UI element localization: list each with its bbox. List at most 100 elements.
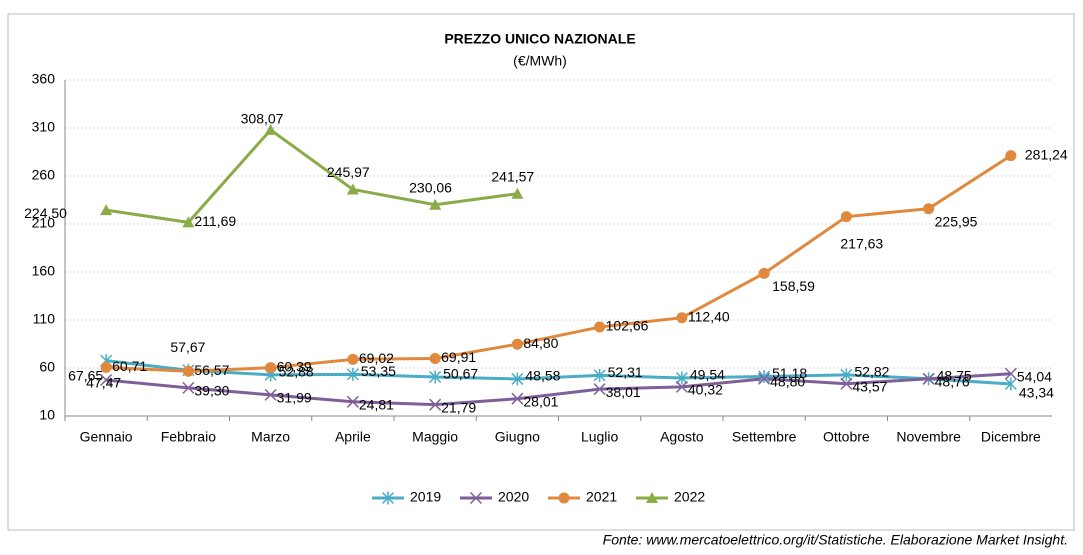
- data-label: 69,91: [441, 349, 476, 365]
- data-label: 50,67: [443, 366, 478, 382]
- marker: [511, 372, 524, 386]
- data-label: 48,58: [525, 368, 560, 384]
- marker: [100, 361, 112, 373]
- x-tick-label: Aprile: [335, 429, 371, 445]
- data-label: 56,57: [194, 362, 229, 378]
- x-tick-label: Febbraio: [161, 429, 216, 445]
- marker: [429, 198, 442, 210]
- data-label: 47,47: [86, 375, 121, 391]
- y-tick-label: 310: [32, 119, 56, 135]
- x-tick-label: Dicembre: [981, 429, 1041, 445]
- marker: [511, 392, 524, 405]
- series-line: [106, 154, 1012, 373]
- x-tick-label: Gennaio: [80, 429, 133, 445]
- data-label: 217,63: [840, 235, 883, 251]
- data-label: 21,79: [441, 399, 476, 415]
- data-label: 225,95: [935, 213, 978, 229]
- series-line: [105, 372, 1011, 407]
- marker: [758, 369, 771, 383]
- y-tick-label: 210: [32, 215, 56, 231]
- data-label: 158,59: [772, 278, 815, 294]
- marker: [264, 123, 277, 135]
- marker: [429, 370, 442, 384]
- data-label: 38,01: [606, 384, 641, 400]
- data-label: 60,71: [112, 358, 147, 374]
- marker: [347, 353, 359, 365]
- data-label: 230,06: [409, 179, 452, 195]
- y-tick-label: 260: [32, 167, 56, 183]
- x-tick-label: Maggio: [412, 429, 458, 445]
- marker: [758, 372, 771, 385]
- data-label: 57,67: [170, 339, 205, 355]
- data-label: 52,82: [854, 364, 889, 380]
- chart-subtitle: (€/MWh): [513, 53, 567, 69]
- marker: [182, 381, 195, 394]
- y-tick-label: 160: [32, 263, 56, 279]
- data-label: 24,81: [359, 396, 394, 412]
- data-label: 69,02: [359, 350, 394, 366]
- marker: [840, 368, 853, 382]
- data-label: 211,69: [194, 213, 236, 229]
- marker: [381, 491, 395, 505]
- marker: [1005, 150, 1017, 162]
- marker: [593, 368, 606, 382]
- data-label: 60,39: [277, 358, 312, 374]
- marker: [346, 183, 359, 195]
- data-label: 281,24: [1025, 146, 1068, 162]
- marker: [923, 203, 935, 215]
- x-tick-label: Luglio: [581, 429, 619, 445]
- y-tick-label: 60: [39, 359, 55, 375]
- marker: [346, 395, 359, 408]
- marker: [264, 388, 277, 401]
- data-label: 48,80: [770, 373, 805, 389]
- data-label: 28,01: [523, 393, 558, 409]
- data-label: 40,32: [688, 382, 723, 398]
- marker: [429, 398, 442, 411]
- x-tick-label: Marzo: [251, 429, 290, 445]
- data-label: 67,65: [68, 367, 103, 383]
- data-label: 52,31: [608, 364, 643, 380]
- marker: [511, 187, 524, 199]
- marker: [469, 491, 483, 505]
- data-label: 31,99: [277, 390, 312, 406]
- data-label: 52,88: [279, 364, 314, 380]
- marker: [1004, 377, 1017, 391]
- data-label: 241,57: [491, 168, 534, 184]
- marker: [840, 211, 852, 223]
- legend-label: 2022: [674, 489, 705, 505]
- data-label: 224,50: [24, 205, 67, 221]
- marker: [922, 372, 935, 385]
- y-tick-label: 10: [39, 407, 55, 423]
- data-label: 84,80: [523, 335, 558, 351]
- data-label: 308,07: [241, 111, 284, 127]
- marker: [758, 267, 770, 279]
- data-label: 54,04: [1017, 368, 1052, 384]
- data-label: 48,76: [935, 373, 970, 389]
- x-tick-label: Ottobre: [823, 429, 870, 445]
- series-line: [105, 359, 1011, 386]
- marker: [100, 373, 113, 387]
- y-tick-label: 360: [32, 71, 56, 87]
- marker: [182, 216, 195, 228]
- data-label: 112,40: [688, 308, 730, 324]
- marker: [593, 383, 606, 396]
- marker: [182, 365, 194, 377]
- chart-title: PREZZO UNICO NAZIONALE: [444, 31, 635, 47]
- marker: [429, 352, 441, 364]
- data-label: 39,30: [194, 383, 229, 399]
- marker: [594, 321, 606, 333]
- x-tick-label: Agosto: [660, 429, 704, 445]
- marker: [558, 492, 570, 504]
- legend-label: 2020: [498, 489, 529, 505]
- marker: [511, 338, 523, 350]
- series-line: [105, 127, 518, 224]
- data-label: 48,75: [937, 368, 972, 384]
- marker: [100, 204, 113, 216]
- marker: [646, 492, 658, 503]
- source-note: Fonte: www.mercatoelettrico.org/it/Stati…: [603, 532, 1068, 548]
- marker: [265, 362, 277, 374]
- marker: [676, 312, 688, 324]
- data-label: 53,35: [361, 363, 396, 379]
- data-label: 51,18: [772, 365, 807, 381]
